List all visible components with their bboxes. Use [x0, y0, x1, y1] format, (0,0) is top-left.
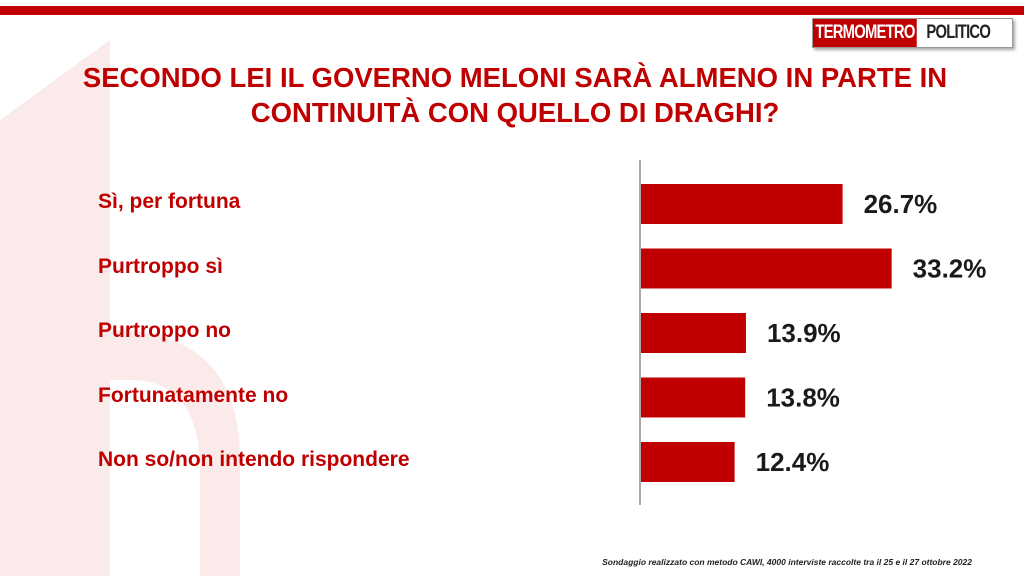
data-label-3: 13.8% [766, 383, 840, 413]
bar-2 [641, 313, 746, 353]
category-label-4: Non so/non intendo rispondere [98, 448, 410, 471]
chart-title: SECONDO LEI IL GOVERNO MELONI SARÀ ALMEN… [82, 62, 948, 128]
logo-part-termometro: TERMOMETRO [813, 19, 917, 47]
termometro-politico-logo: TERMOMETRO POLITICO [812, 18, 1013, 48]
category-label-2: Purtroppo no [98, 319, 231, 342]
category-label-0: Sì, per fortuna [98, 190, 241, 213]
top-accent-bar [0, 6, 1024, 15]
data-label-4: 12.4% [756, 447, 830, 477]
data-label-1: 33.2% [913, 254, 987, 284]
bar-1 [641, 248, 892, 289]
logo-part-politico: POLITICO [924, 19, 993, 47]
bar-3 [641, 377, 746, 418]
bar-0 [641, 184, 843, 224]
survey-footnote: Sondaggio realizzato con metodo CAWI, 40… [602, 557, 972, 567]
category-label-1: Purtroppo sì [98, 254, 223, 278]
data-label-2: 13.9% [767, 318, 841, 348]
category-label-3: Fortunatamente no [98, 383, 289, 407]
data-label-0: 26.7% [864, 189, 938, 219]
bar-4 [641, 442, 735, 482]
